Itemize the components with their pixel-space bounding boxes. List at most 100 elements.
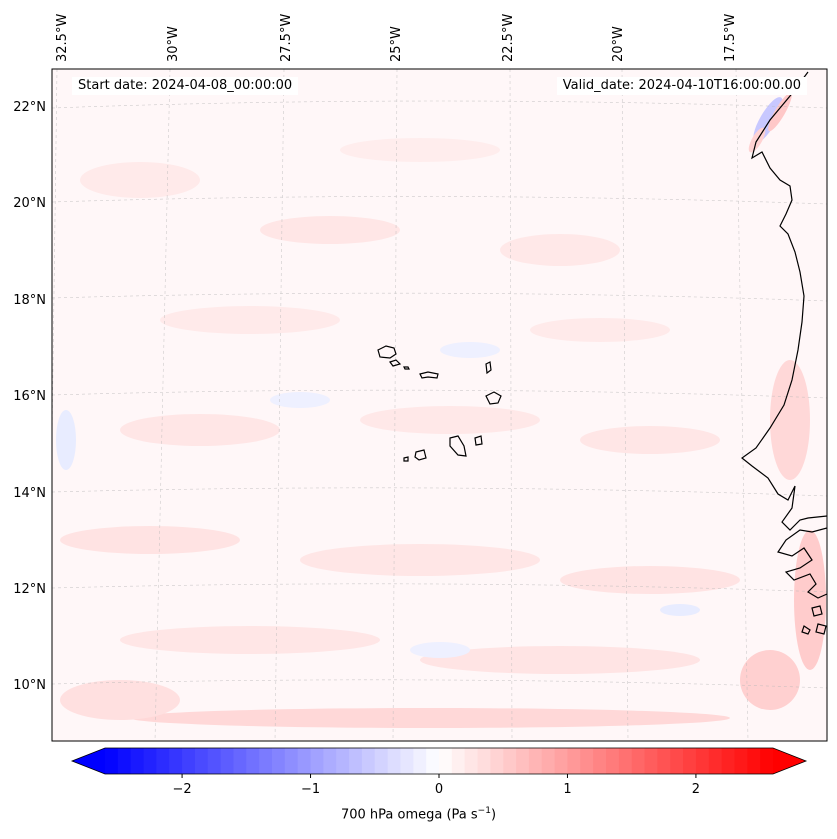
- colorbar-cell: [554, 748, 569, 774]
- colorbar-cell: [528, 748, 543, 774]
- valid-date-label: Valid_date: 2024-04-10T16:00:00.00: [556, 77, 807, 95]
- island-sal: [485, 361, 492, 375]
- colorbar-title-unit-exponent: −1: [477, 806, 491, 816]
- colorbar-cell: [670, 748, 684, 774]
- colorbar-cell: [439, 748, 453, 774]
- colorbar-title: 700 hPa omega (Pa s−1): [0, 806, 837, 822]
- colorbar-cell: [760, 748, 774, 774]
- colorbar-cell: [272, 748, 286, 774]
- island-maio: [474, 435, 483, 446]
- colorbar-max-extension: [773, 748, 806, 774]
- colorbar-cell: [618, 748, 633, 774]
- colorbar-cell: [644, 748, 658, 774]
- colorbar-cell: [361, 748, 376, 774]
- colorbar-cell: [297, 748, 312, 774]
- colorbar-cell: [387, 748, 402, 774]
- lon-label: 25°W: [389, 26, 404, 62]
- lat-label: 12°N: [13, 582, 46, 597]
- lon-label: 17.5°W: [723, 14, 738, 62]
- island-boa-vista: [485, 391, 502, 405]
- island-sao-nicolau: [419, 371, 439, 379]
- colorbar-cell: [606, 748, 620, 774]
- colorbar-cell: [105, 748, 119, 774]
- colorbar-cell: [631, 748, 646, 774]
- colorbar-cell: [695, 748, 710, 774]
- africa-coastline: [741, 71, 827, 635]
- colorbar-cell: [477, 748, 491, 774]
- colorbar-cell: [259, 748, 273, 774]
- colorbar-cell: [233, 748, 247, 774]
- colorbar-cell: [143, 748, 157, 774]
- colorbar: −2 −1 0 1 2: [70, 747, 808, 797]
- colorbar-cell: [323, 748, 337, 774]
- lon-label: 20°W: [611, 26, 626, 62]
- colorbar-cell: [117, 748, 132, 774]
- colorbar-cell: [413, 748, 427, 774]
- colorbar-cell: [541, 748, 556, 774]
- start-date-label: Start date: 2024-04-08_00:00:00: [72, 77, 299, 95]
- lat-label: 18°N: [13, 293, 46, 308]
- colorbar-cell: [246, 748, 260, 774]
- colorbar-cell: [708, 748, 723, 774]
- latitude-labels: 22°N 20°N 18°N 16°N 14°N 12°N 10°N: [13, 100, 46, 693]
- colorbar-cell: [464, 748, 479, 774]
- colorbar-cell: [169, 748, 183, 774]
- colorbar-cell: [130, 748, 145, 774]
- lon-label: 32.5°W: [55, 14, 70, 62]
- colorbar-cell: [580, 748, 594, 774]
- colorbar-cell: [207, 748, 222, 774]
- colorbar-cell: [721, 748, 736, 774]
- colorbar-outline: [70, 747, 808, 775]
- colorbar-cell: [400, 748, 414, 774]
- lat-label: 14°N: [13, 486, 46, 501]
- colorbar-cell: [374, 748, 389, 774]
- colorbar-tick-label: 0: [435, 782, 443, 797]
- colorbar-cell: [194, 748, 209, 774]
- colorbar-cell: [567, 748, 581, 774]
- island-sao-vicente: [389, 359, 402, 367]
- colorbar-tick-label: −1: [301, 782, 320, 797]
- colorbar-cell: [284, 748, 299, 774]
- colorbar-tick-label: 1: [563, 782, 571, 797]
- colorbar-cell: [336, 748, 350, 774]
- colorbar-cell: [503, 748, 517, 774]
- colorbar-title-close: ): [490, 807, 497, 823]
- colorbar-cell: [182, 748, 196, 774]
- island-brava: [403, 456, 409, 462]
- colorbar-title-text: 700 hPa omega (Pa s: [340, 807, 478, 823]
- colorbar-min-extension: [72, 748, 105, 774]
- colorbar-cell: [593, 748, 607, 774]
- lat-label: 22°N: [13, 100, 46, 115]
- colorbar-cell: [683, 748, 697, 774]
- colorbar-cell: [349, 748, 363, 774]
- colorbar-cell: [516, 748, 530, 774]
- lat-label: 16°N: [13, 389, 46, 404]
- island-fogo: [414, 449, 427, 461]
- lat-label: 10°N: [13, 678, 46, 693]
- lat-label: 20°N: [13, 196, 46, 211]
- colorbar-cell: [747, 748, 761, 774]
- island-santiago: [449, 435, 467, 457]
- colorbar-cell: [220, 748, 235, 774]
- colorbar-cell: [451, 748, 466, 774]
- colorbar-cell: [156, 748, 170, 774]
- lon-label: 22.5°W: [501, 14, 516, 62]
- map-panel: [52, 69, 827, 741]
- colorbar-cell: [734, 748, 748, 774]
- omega-field: [52, 69, 827, 741]
- colorbar-ticks: −2 −1 0 1 2: [172, 774, 700, 797]
- colorbar-tick-label: −2: [172, 782, 191, 797]
- colorbar-cell: [657, 748, 671, 774]
- cape-verde-islands: [377, 345, 502, 462]
- colorbar-cells: [72, 748, 806, 774]
- lon-label: 30°W: [166, 26, 181, 62]
- colorbar-tick-label: 2: [692, 782, 700, 797]
- colorbar-cell: [310, 748, 324, 774]
- lon-label: 27.5°W: [279, 14, 294, 62]
- colorbar-cell: [490, 748, 504, 774]
- island-santo-antao: [377, 345, 397, 359]
- colorbar-cell: [426, 748, 440, 774]
- longitude-labels: 32.5°W 30°W 27.5°W 25°W 22.5°W 20°W 17.5…: [55, 14, 738, 62]
- island-santa-luzia: [403, 366, 410, 370]
